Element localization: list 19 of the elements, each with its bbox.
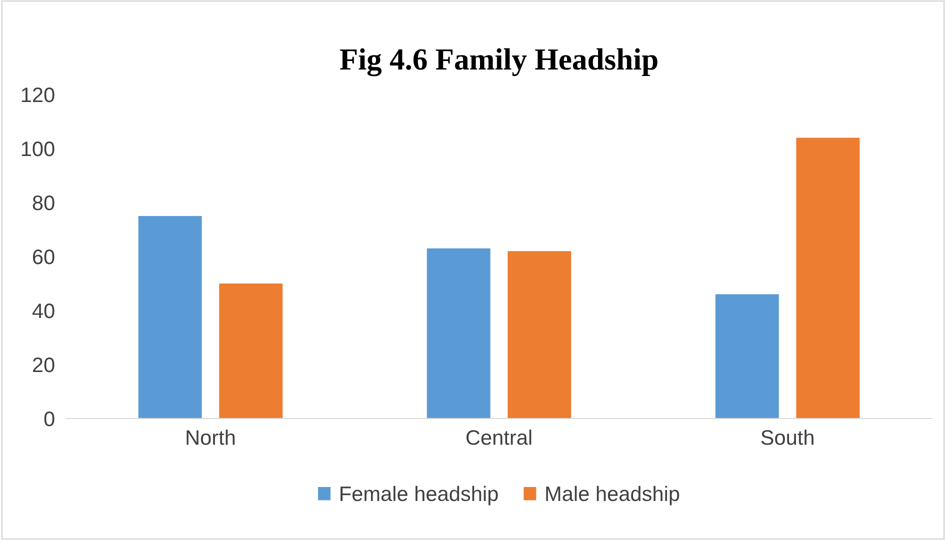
y-tick-label: 80 bbox=[32, 196, 54, 210]
bar bbox=[715, 294, 779, 418]
y-tick-label: 60 bbox=[32, 250, 54, 264]
y-tick-label: 0 bbox=[44, 412, 54, 426]
x-tick-label: North bbox=[186, 430, 235, 445]
bar bbox=[138, 216, 202, 418]
legend-label: Male headship bbox=[546, 486, 680, 506]
y-tick-label: 20 bbox=[32, 358, 54, 372]
bar bbox=[426, 248, 490, 418]
bar bbox=[508, 251, 572, 418]
bar bbox=[796, 138, 860, 418]
legend-label: Female headship bbox=[340, 486, 498, 506]
bar bbox=[219, 284, 283, 418]
y-tick-label: 40 bbox=[32, 304, 54, 318]
y-tick-label: 120 bbox=[22, 88, 54, 102]
x-tick-label: South bbox=[761, 430, 814, 445]
y-tick-label: 100 bbox=[22, 142, 54, 156]
x-tick-label: Central bbox=[466, 430, 532, 445]
chart-title: Fig 4.6 Family Headship bbox=[340, 48, 658, 76]
